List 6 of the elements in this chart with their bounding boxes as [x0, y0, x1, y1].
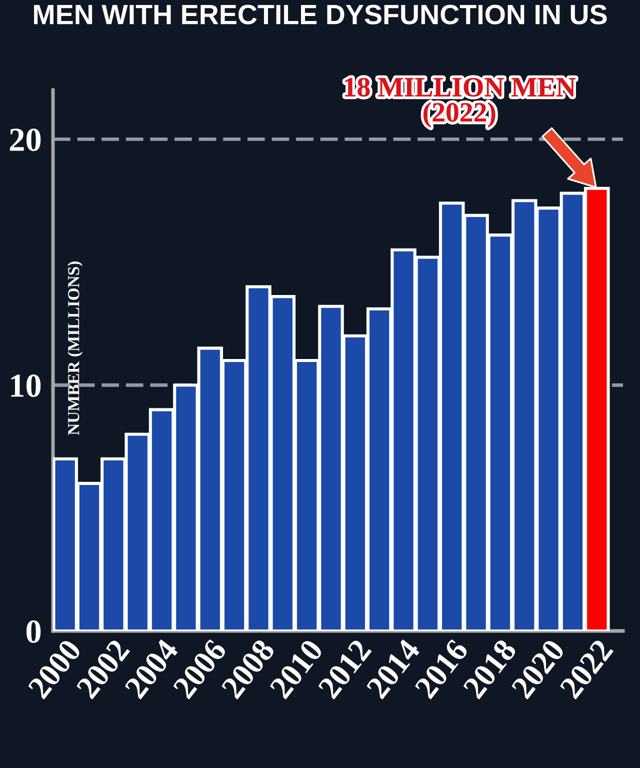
y-tick-label: 20: [10, 128, 41, 152]
annotation: 18 MILLION MEN (2022): [345, 78, 576, 128]
chart-title: MEN WITH ERECTILE DYSFUNCTION IN US: [34, 4, 607, 24]
y-tick-label: 0: [26, 620, 41, 643]
y-axis-title: NUMBER (MILLIONS): [68, 262, 83, 436]
y-tick-label: 10: [11, 374, 41, 397]
